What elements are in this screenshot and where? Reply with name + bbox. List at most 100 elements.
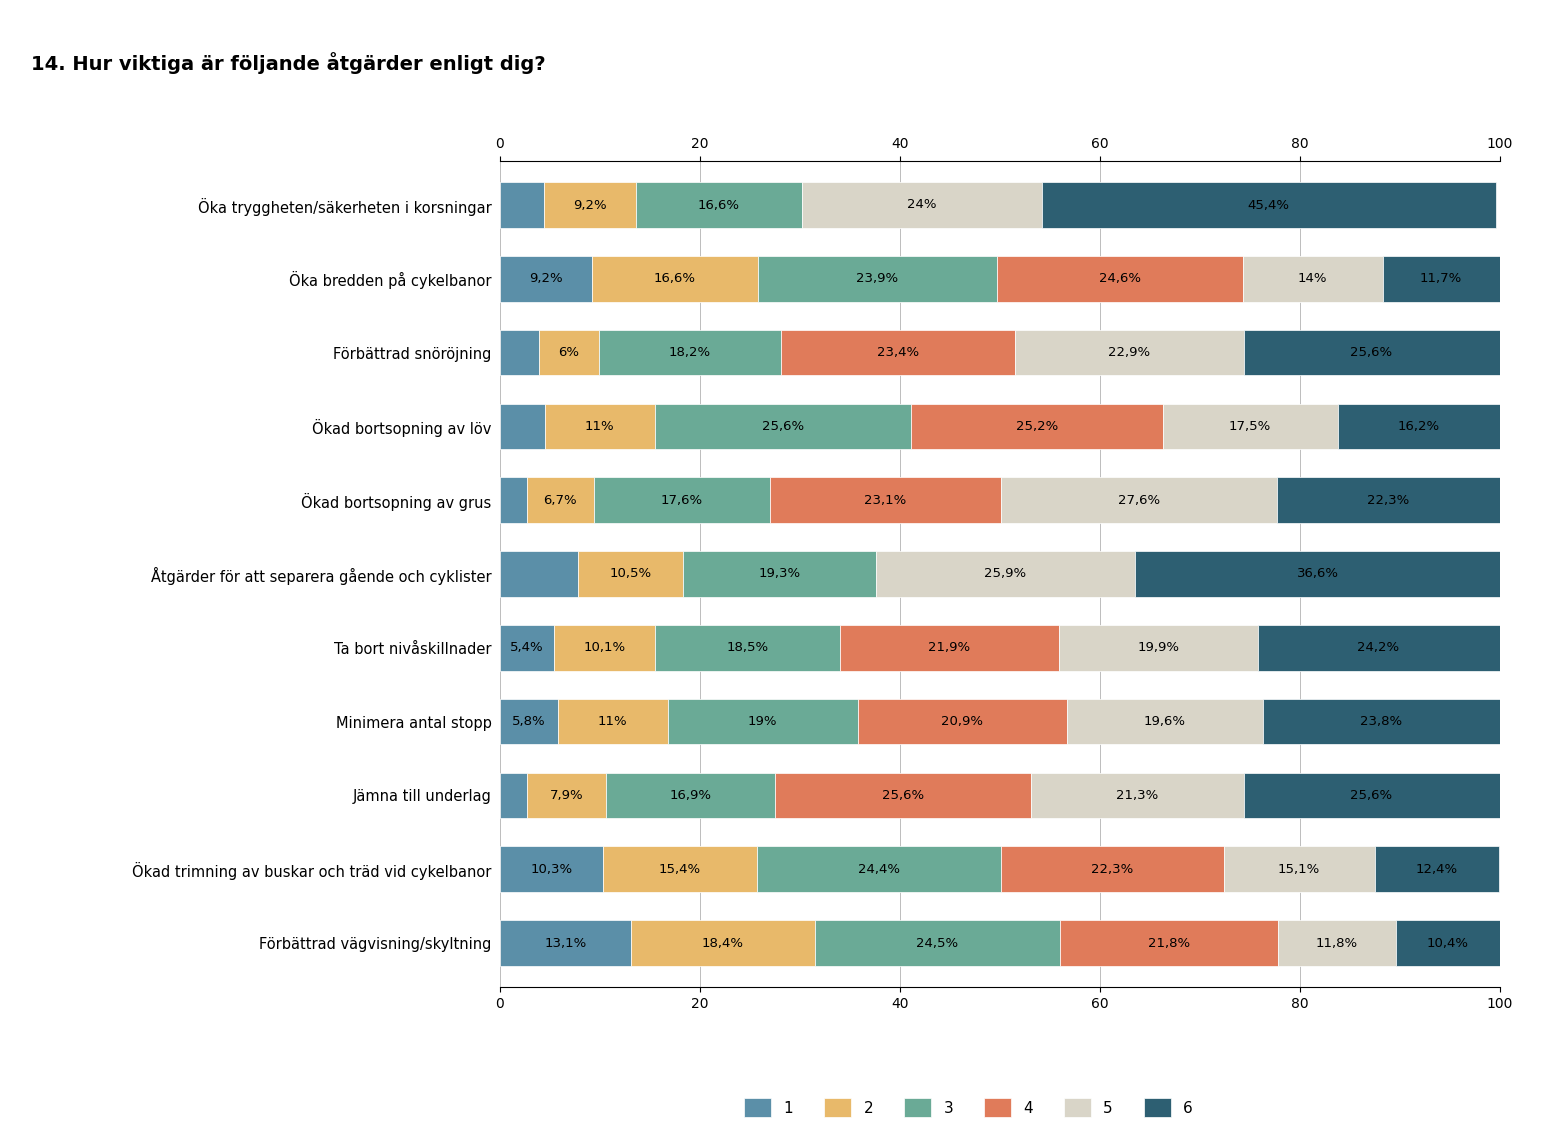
Text: 16,6%: 16,6% xyxy=(698,199,740,211)
Bar xyxy=(500,329,539,375)
Text: 25,6%: 25,6% xyxy=(881,789,923,802)
Bar xyxy=(654,404,911,449)
Text: 14%: 14% xyxy=(1298,272,1328,286)
Text: 16,9%: 16,9% xyxy=(669,789,711,802)
Bar xyxy=(1134,551,1501,597)
Bar xyxy=(1243,773,1500,819)
Text: 13,1%: 13,1% xyxy=(544,937,586,949)
Bar xyxy=(781,329,1015,375)
Bar xyxy=(578,551,683,597)
Bar xyxy=(500,404,545,449)
Text: 10,5%: 10,5% xyxy=(609,567,651,581)
Text: 5,4%: 5,4% xyxy=(511,642,544,654)
Bar xyxy=(1278,921,1395,965)
Bar xyxy=(594,478,770,523)
Bar xyxy=(911,404,1162,449)
Bar xyxy=(1031,773,1243,819)
Text: 18,4%: 18,4% xyxy=(701,937,744,949)
Text: 9,2%: 9,2% xyxy=(573,199,606,211)
Bar xyxy=(756,846,1001,892)
Bar xyxy=(654,625,840,670)
Bar xyxy=(1059,921,1278,965)
Bar xyxy=(598,329,781,375)
Bar xyxy=(1337,404,1500,449)
Text: 12,4%: 12,4% xyxy=(1415,862,1457,876)
Bar xyxy=(1223,846,1375,892)
Text: 18,5%: 18,5% xyxy=(726,642,769,654)
Bar xyxy=(1257,625,1500,670)
Text: 11,7%: 11,7% xyxy=(1420,272,1462,286)
Text: 19%: 19% xyxy=(748,715,778,728)
Text: 11%: 11% xyxy=(598,715,628,728)
Text: 7,9%: 7,9% xyxy=(550,789,583,802)
Bar xyxy=(558,699,669,744)
Bar xyxy=(770,478,1001,523)
Text: 25,9%: 25,9% xyxy=(984,567,1026,581)
Bar xyxy=(544,183,636,227)
Bar xyxy=(1001,846,1223,892)
Text: 21,3%: 21,3% xyxy=(1115,789,1159,802)
Bar xyxy=(1243,329,1500,375)
Text: 17,6%: 17,6% xyxy=(661,494,703,506)
Bar xyxy=(1243,256,1382,302)
Bar xyxy=(997,256,1243,302)
Bar xyxy=(1395,921,1500,965)
Bar xyxy=(669,699,858,744)
Bar xyxy=(592,256,758,302)
Text: 14. Hur viktiga är följande åtgärder enligt dig?: 14. Hur viktiga är följande åtgärder enl… xyxy=(31,52,545,73)
Bar xyxy=(876,551,1134,597)
Text: 24%: 24% xyxy=(908,199,937,211)
Text: 23,1%: 23,1% xyxy=(864,494,906,506)
Text: 22,3%: 22,3% xyxy=(1367,494,1409,506)
Text: 15,1%: 15,1% xyxy=(1278,862,1320,876)
Text: 23,4%: 23,4% xyxy=(876,346,918,359)
Text: 10,4%: 10,4% xyxy=(1426,937,1468,949)
Bar xyxy=(500,183,544,227)
Text: 17,5%: 17,5% xyxy=(1229,420,1271,433)
Text: 36,6%: 36,6% xyxy=(1296,567,1339,581)
Text: 18,2%: 18,2% xyxy=(669,346,711,359)
Text: 23,8%: 23,8% xyxy=(1361,715,1403,728)
Bar xyxy=(526,773,606,819)
Bar xyxy=(1382,256,1500,302)
Text: 6%: 6% xyxy=(558,346,580,359)
Text: 25,6%: 25,6% xyxy=(762,420,804,433)
Text: 15,4%: 15,4% xyxy=(659,862,701,876)
Text: 19,3%: 19,3% xyxy=(758,567,800,581)
Text: 25,6%: 25,6% xyxy=(1351,346,1393,359)
Text: 24,4%: 24,4% xyxy=(858,862,900,876)
Text: 11%: 11% xyxy=(586,420,614,433)
Text: 6,7%: 6,7% xyxy=(544,494,576,506)
Text: 25,6%: 25,6% xyxy=(1351,789,1393,802)
Text: 11,8%: 11,8% xyxy=(1315,937,1357,949)
Text: 19,9%: 19,9% xyxy=(1137,642,1179,654)
Bar xyxy=(603,846,756,892)
Bar xyxy=(1262,699,1501,744)
Text: 16,2%: 16,2% xyxy=(1398,420,1440,433)
Text: 10,1%: 10,1% xyxy=(583,642,625,654)
Bar xyxy=(683,551,876,597)
Bar xyxy=(840,625,1059,670)
Text: 10,3%: 10,3% xyxy=(530,862,572,876)
Bar xyxy=(1276,478,1500,523)
Text: 9,2%: 9,2% xyxy=(530,272,562,286)
Bar xyxy=(1059,625,1257,670)
Bar xyxy=(1375,846,1498,892)
Bar xyxy=(636,183,801,227)
Bar xyxy=(631,921,815,965)
Bar xyxy=(526,478,594,523)
Text: 21,8%: 21,8% xyxy=(1148,937,1190,949)
Bar xyxy=(500,921,631,965)
Legend: 1, 2, 3, 4, 5, 6: 1, 2, 3, 4, 5, 6 xyxy=(744,1097,1193,1117)
Bar xyxy=(758,256,997,302)
Text: 23,9%: 23,9% xyxy=(856,272,898,286)
Bar xyxy=(606,773,775,819)
Text: 16,6%: 16,6% xyxy=(654,272,695,286)
Bar xyxy=(500,256,592,302)
Bar xyxy=(500,551,578,597)
Text: 19,6%: 19,6% xyxy=(1143,715,1186,728)
Bar xyxy=(555,625,654,670)
Text: 25,2%: 25,2% xyxy=(1015,420,1057,433)
Text: 27,6%: 27,6% xyxy=(1117,494,1159,506)
Text: 22,3%: 22,3% xyxy=(1090,862,1134,876)
